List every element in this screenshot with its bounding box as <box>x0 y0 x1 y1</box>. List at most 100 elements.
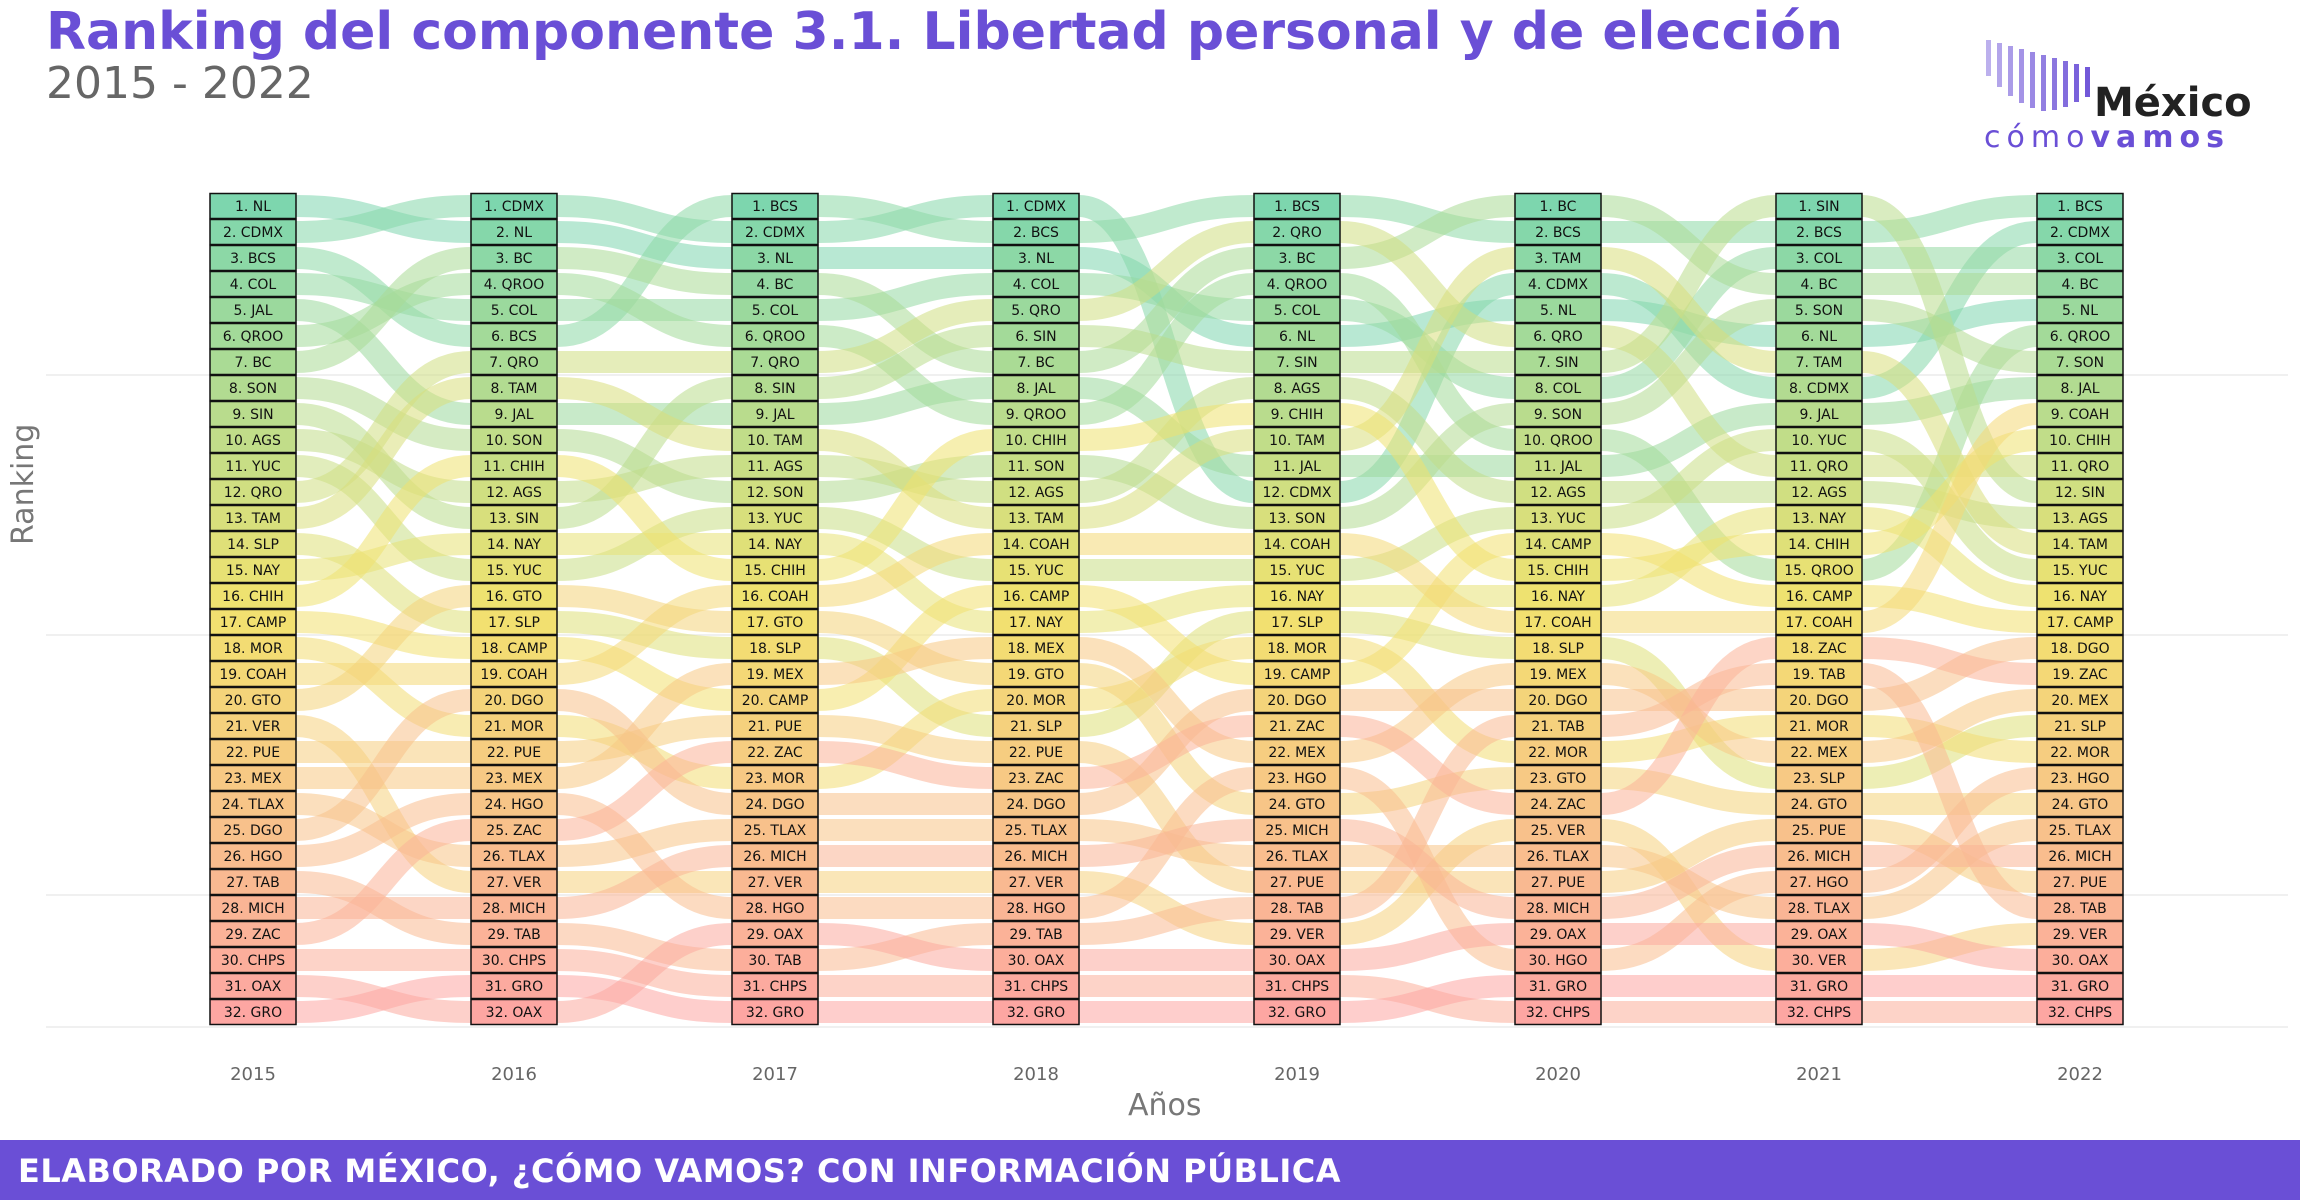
rank-box-label: 18. SLP <box>749 641 801 657</box>
rank-box-rect <box>1775 660 1863 688</box>
rank-box: 24. HGO <box>470 790 558 818</box>
rank-box-rect <box>2036 192 2124 220</box>
column-2016: 1. CDMX 2. NL 3. BC 4. QROO 5. COL 6. BCS 7. Q… <box>470 192 558 1026</box>
rank-box: 8. TAM <box>470 374 558 402</box>
logo-bars-icon <box>1986 40 2090 111</box>
rank-box: 17. COAH <box>1514 608 1602 636</box>
rank-box: 25. TLAX <box>2036 816 2124 844</box>
rank-box: 16. CAMP <box>1775 582 1863 610</box>
rank-box: 28. TAB <box>1253 894 1341 922</box>
logo-bar <box>2019 49 2024 103</box>
rank-box: 24. GTO <box>2036 790 2124 818</box>
rank-box: 19. COAH <box>209 660 297 688</box>
rank-box: 8. SIN <box>731 374 819 402</box>
rank-box: 24. DGO <box>731 790 819 818</box>
rank-box: 1. BCS <box>731 192 819 220</box>
rank-box-rect <box>470 972 558 1000</box>
rank-box-rect <box>1253 764 1341 792</box>
rank-box-label: 7. QRO <box>750 355 800 371</box>
rank-box-label: 28. MICH <box>1526 901 1589 917</box>
rank-box: 13. SIN <box>470 504 558 532</box>
rank-box-rect <box>1253 348 1341 376</box>
rank-box: 12. AGS <box>470 478 558 506</box>
rank-box: 27. PUE <box>1514 868 1602 896</box>
rank-box-rect <box>1253 686 1341 714</box>
rank-box-label: 9. SON <box>1534 407 1582 423</box>
page-title: Ranking del componente 3.1. Libertad per… <box>46 2 1843 62</box>
rank-box: 26. MICH <box>1775 842 1863 870</box>
rank-box-rect <box>209 738 297 766</box>
rank-box: 3. NL <box>992 244 1080 272</box>
rank-box-label: 20. MOR <box>1006 693 1066 709</box>
rank-box: 32. CHPS <box>2036 998 2124 1026</box>
rank-box-label: 22. MOR <box>2050 745 2110 761</box>
rank-box-rect <box>731 348 819 376</box>
rank-box: 2. BCS <box>1775 218 1863 246</box>
rank-box: 3. COL <box>2036 244 2124 272</box>
rank-box-rect <box>731 244 819 272</box>
rank-box-rect <box>2036 556 2124 584</box>
rank-box: 17. CAMP <box>2036 608 2124 636</box>
rank-box-label: 3. BC <box>496 251 533 267</box>
rank-box: 32. GRO <box>1253 998 1341 1026</box>
rank-box-rect <box>992 296 1080 324</box>
rank-box-rect <box>731 218 819 246</box>
rank-box-label: 25. ZAC <box>486 823 542 839</box>
rank-box-rect <box>1775 634 1863 662</box>
rank-box-label: 8. CDMX <box>1789 381 1849 397</box>
rank-box-rect <box>731 842 819 870</box>
rank-box: 29. TAB <box>470 920 558 948</box>
rank-box-rect <box>1775 218 1863 246</box>
rank-box-label: 32. OAX <box>486 1005 543 1021</box>
footer-text: ELABORADO POR MÉXICO, ¿CÓMO VAMOS? CON I… <box>18 1152 1342 1190</box>
x-axis: 2015 2016 2017 2018 2019 2020 2021 2022 <box>230 1064 2103 1085</box>
rank-box: 12. SON <box>731 478 819 506</box>
rank-box-label: 8. COL <box>1535 381 1582 397</box>
rank-box-rect <box>1514 452 1602 480</box>
rank-box-label: 15. NAY <box>226 563 281 579</box>
rank-box-rect <box>209 868 297 896</box>
rank-box: 27. VER <box>731 868 819 896</box>
rank-box-label: 26. MICH <box>743 849 806 865</box>
rank-box: 29. OAX <box>1514 920 1602 948</box>
rank-box-rect <box>470 816 558 844</box>
rank-box-rect <box>992 686 1080 714</box>
rank-box-label: 2. CDMX <box>223 225 283 241</box>
rank-box-rect <box>209 270 297 298</box>
rank-box-label: 3. NL <box>1018 251 1054 267</box>
rank-box-label: 3. BCS <box>230 251 276 267</box>
rank-box: 20. CAMP <box>731 686 819 714</box>
rank-box: 3. BC <box>1253 244 1341 272</box>
rank-box: 15. YUC <box>2036 556 2124 584</box>
rank-box-rect <box>2036 894 2124 922</box>
logo-bar <box>2030 52 2035 108</box>
rank-box: 11. CHIH <box>470 452 558 480</box>
rank-box-rect <box>992 660 1080 688</box>
rank-box-label: 2. NL <box>496 225 532 241</box>
rank-box-rect <box>209 530 297 558</box>
rank-box: 5. COL <box>1253 296 1341 324</box>
rank-box-label: 5. COL <box>1274 303 1321 319</box>
rank-box-label: 21. SLP <box>1010 719 1062 735</box>
rank-box-rect <box>470 400 558 428</box>
rank-box: 18. MEX <box>992 634 1080 662</box>
logo-word-vamos: vamos <box>2090 120 2230 155</box>
rank-box-label: 27. PUE <box>2053 875 2107 891</box>
rank-box-label: 29. TAB <box>487 927 540 943</box>
rank-box: 23. MOR <box>731 764 819 792</box>
rank-box-rect <box>2036 842 2124 870</box>
rank-box: 8. AGS <box>1253 374 1341 402</box>
rank-box: 17. NAY <box>992 608 1080 636</box>
x-axis-label: Años <box>1128 1088 1202 1123</box>
rank-box: 2. CDMX <box>209 218 297 246</box>
rank-box-rect <box>731 296 819 324</box>
rank-box-label: 8. JAL <box>2060 381 2099 397</box>
rank-box-rect <box>1775 712 1863 740</box>
rank-box-label: 12. SON <box>746 485 803 501</box>
rank-box: 5. SON <box>1775 296 1863 324</box>
ribbon-bcs <box>295 195 2123 347</box>
rank-box-rect <box>992 868 1080 896</box>
rank-box-rect <box>470 452 558 480</box>
rank-box-label: 17. NAY <box>1009 615 1064 631</box>
rank-box-label: 11. QRO <box>2051 459 2109 475</box>
